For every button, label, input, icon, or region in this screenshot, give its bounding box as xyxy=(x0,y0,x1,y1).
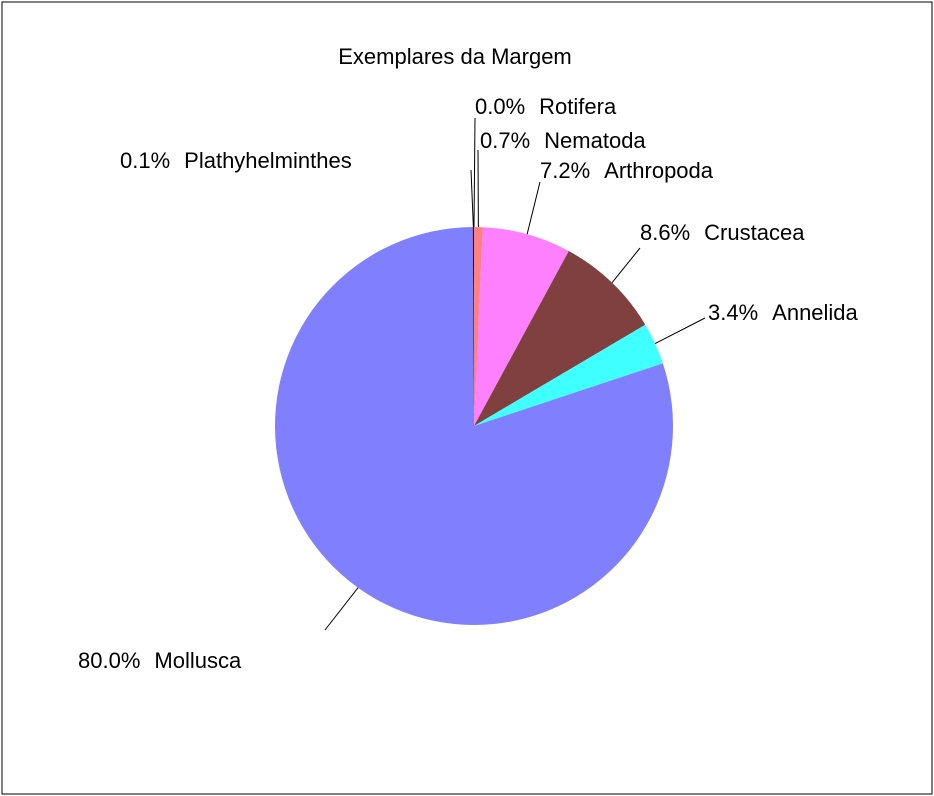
value-label: 8.6% xyxy=(640,220,690,245)
value-label: 0.7% xyxy=(480,128,530,153)
data-label: 0.1% Plathyhelminthes xyxy=(120,148,352,173)
value-label: 7.2% xyxy=(540,158,590,183)
value-label: 3.4% xyxy=(708,300,758,325)
data-label: 8.6% Crustacea xyxy=(640,220,805,245)
pie-slice xyxy=(474,227,569,426)
leader-line xyxy=(473,117,476,228)
pie-slice xyxy=(474,251,646,426)
pie-slice xyxy=(472,227,474,426)
leader-line xyxy=(654,317,706,344)
pie-slice xyxy=(474,227,483,426)
data-label: 3.4% Annelida xyxy=(708,300,859,325)
category-label: Plathyhelminthes xyxy=(184,148,352,173)
data-label: 0.7% Nematoda xyxy=(480,128,646,153)
category-label: Arthropoda xyxy=(604,158,714,183)
data-label: 0.0% Rotifera xyxy=(475,94,617,119)
value-label: 0.1% xyxy=(120,148,170,173)
value-label: 0.0% xyxy=(475,94,525,119)
category-label: Nematoda xyxy=(544,128,646,153)
leader-line xyxy=(526,181,541,235)
leader-line xyxy=(324,587,359,631)
category-label: Annelida xyxy=(772,300,858,325)
data-label: 7.2% Arthropoda xyxy=(540,158,714,183)
chart-title: Exemplares da Margem xyxy=(338,44,572,69)
pie-slice xyxy=(274,227,673,625)
category-label: Crustacea xyxy=(704,220,805,245)
leader-line xyxy=(611,247,641,283)
data-label: 80.0% Mollusca xyxy=(78,648,242,673)
category-label: Rotifera xyxy=(539,94,617,119)
pie-slice xyxy=(474,324,663,426)
value-label: 80.0% xyxy=(78,648,140,673)
category-label: Mollusca xyxy=(154,648,242,673)
leader-line xyxy=(470,169,474,228)
